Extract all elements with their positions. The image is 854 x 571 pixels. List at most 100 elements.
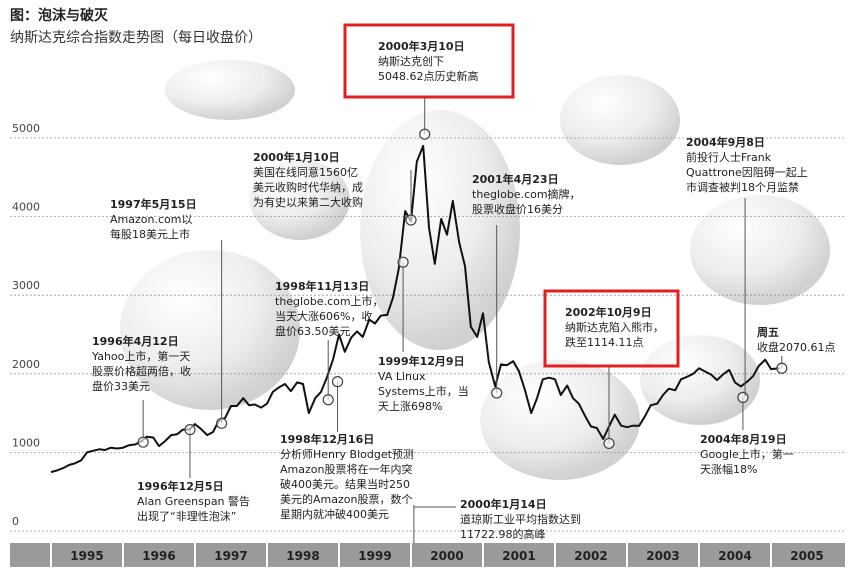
annotation-marker — [322, 394, 334, 406]
annotation-text: Alan Greenspan 警告 — [137, 494, 250, 508]
annotation-text: 前投行人士Frank — [686, 150, 772, 164]
highlight-box — [343, 23, 515, 99]
annotation-text: 天涨幅18% — [700, 463, 757, 476]
y-tick-label: 2000 — [12, 358, 40, 371]
chart-subtitle: 纳斯达克综合指数走势图（每日收盘价） — [10, 29, 262, 46]
annotation-text: VA Linux — [378, 370, 426, 383]
annotation-text: 股票价格超两倍，收 — [92, 364, 191, 378]
annotation-marker — [491, 387, 503, 399]
y-tick-label: 1000 — [12, 436, 40, 449]
annotation-marker — [603, 437, 615, 450]
annotation-text: 美国在线同意1560亿 — [253, 165, 358, 179]
annotation-date: 1998年11月13日 — [275, 279, 369, 293]
y-tick-label: 4000 — [12, 201, 40, 214]
annotation-text: Yahoo上市，第一天 — [91, 349, 190, 363]
annotation-marker — [737, 391, 749, 403]
background-bubbles — [120, 60, 830, 480]
annotation-text: 纳斯达克创下 — [378, 55, 444, 68]
annotation-text: Quattrone因阻碍一起上 — [686, 166, 808, 179]
annotation-text: 股票收盘价16美分 — [472, 202, 563, 216]
annotation-text: 当天大涨606%，收 — [275, 309, 372, 323]
annotation-marker — [216, 417, 228, 429]
annotation-marker — [405, 214, 417, 226]
annotation-date: 2002年10月9日 — [565, 305, 652, 319]
annotation-text: Amazon.com以 — [110, 213, 192, 226]
annotation-text: 破400美元。结果当时250 — [280, 477, 410, 491]
annotation-date: 2004年8月19日 — [700, 432, 787, 446]
annotation-date: 1998年12月16日 — [280, 432, 374, 446]
annotation-date: 1997年5月15日 — [110, 197, 197, 211]
annotation-marker — [184, 424, 196, 436]
annotation: 2000年1月10日美国在线同意1560亿美元收购时代华纳，成为有史以来第二大收… — [253, 150, 417, 226]
annotation-text: 11722.98的高峰 — [460, 527, 546, 541]
annotation-text: theglobe.com上市， — [275, 294, 384, 308]
annotation-text: 为有史以来第二大收购 — [253, 195, 363, 209]
annotation-date: 2000年3月10日 — [378, 39, 465, 53]
annotation-text: 跌至1114.11点 — [565, 335, 644, 349]
annotation-text: 天上涨698% — [378, 400, 442, 413]
annotation-text: 市调查被判18个月监禁 — [686, 180, 799, 194]
annotation-marker — [331, 376, 344, 388]
annotation-text: 每股18美元上市 — [110, 227, 190, 241]
x-tick-label: 1995 — [70, 549, 103, 563]
annotation-date: 2000年1月10日 — [253, 150, 340, 164]
annotation-marker — [397, 256, 409, 268]
annotation-marker — [776, 362, 788, 374]
chart-title: 图：泡沫与破灭 — [10, 7, 109, 24]
annotation-text: theglobe.com摘牌， — [472, 187, 581, 201]
annotation-date: 1999年12月9日 — [378, 354, 465, 368]
annotation-text: 5048.62点历史新高 — [378, 69, 479, 83]
x-tick-label: 1998 — [286, 549, 319, 563]
annotation-date: 2000年1月14日 — [460, 497, 547, 511]
index-line — [50, 144, 780, 474]
annotation-date: 1996年12月5日 — [137, 479, 224, 493]
annotation-marker — [137, 436, 149, 448]
x-tick-label: 2004 — [718, 549, 751, 563]
y-tick-label: 0 — [12, 515, 19, 528]
y-tick-label: 5000 — [12, 122, 40, 135]
x-tick-label: 2003 — [646, 549, 679, 563]
annotation-text: Google上市，第一 — [700, 447, 794, 461]
annotation: 1998年11月13日theglobe.com上市，当天大涨606%，收盘价63… — [275, 279, 384, 406]
y-tick-label: 3000 — [12, 279, 40, 292]
highlight-box — [543, 289, 680, 368]
annotation-text: 收盘2070.61点 — [757, 340, 836, 354]
annotation-date: 2001年4月23日 — [472, 172, 559, 186]
x-tick-label: 2000 — [430, 549, 463, 563]
x-axis-band — [10, 543, 845, 567]
annotation-text: Amazon股票将在一年内突 — [280, 462, 412, 476]
annotation-text: 纳斯达克陷入熊市， — [565, 320, 664, 334]
annotation-text: 盘价33美元 — [92, 379, 150, 393]
annotation-date: 1996年4月12日 — [92, 334, 179, 348]
annotation-text: 道琼斯工业平均指数达到 — [460, 512, 581, 526]
x-tick-label: 2002 — [574, 549, 607, 563]
x-tick-label: 1999 — [358, 549, 391, 563]
x-tick-label: 2001 — [502, 549, 535, 563]
annotation-text: 盘价63.50美元 — [275, 324, 351, 338]
annotation-text: 出现了“非理性泡沫” — [137, 509, 236, 523]
x-tick-label: 2005 — [790, 549, 823, 563]
x-tick-label: 1997 — [214, 549, 247, 563]
annotation-date: 2004年9月8日 — [686, 135, 765, 149]
annotation-text: 美元的Amazon股票，数个 — [280, 492, 412, 506]
annotation-text: 分析师Henry Blodget预测 — [280, 447, 414, 461]
annotation-date: 周五 — [757, 326, 779, 339]
x-tick-label: 1996 — [142, 549, 175, 563]
annotation-marker — [419, 128, 431, 140]
annotation-text: Systems上市，当 — [378, 384, 469, 398]
annotation-text: 美元收购时代华纳，成 — [253, 180, 363, 194]
annotation-text: 星期内就冲破400美元 — [280, 507, 389, 521]
